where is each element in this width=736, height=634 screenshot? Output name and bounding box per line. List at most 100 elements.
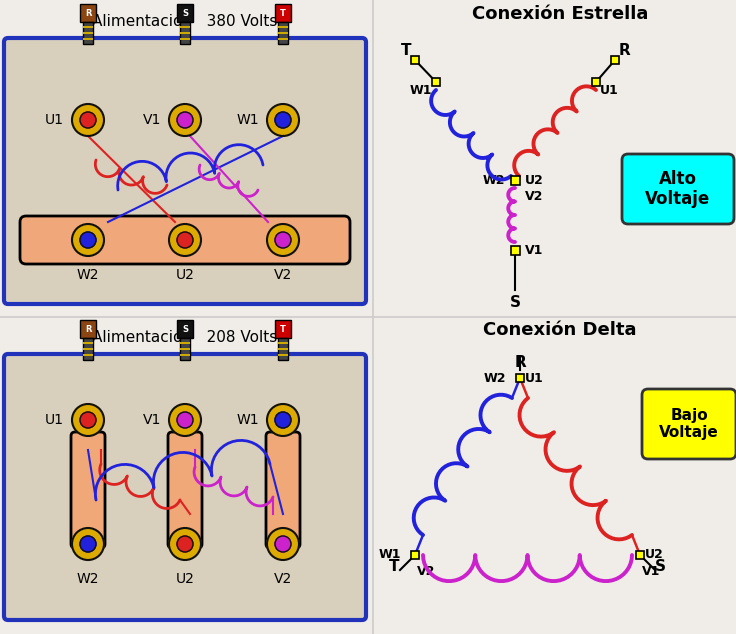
Text: W1: W1 <box>409 84 432 97</box>
Bar <box>177 320 193 338</box>
Bar <box>83 26 93 28</box>
Circle shape <box>80 232 96 248</box>
Bar <box>83 38 93 40</box>
Text: U2: U2 <box>176 268 194 282</box>
Bar <box>180 338 190 360</box>
Bar <box>278 38 288 40</box>
FancyBboxPatch shape <box>4 38 366 304</box>
Text: V2: V2 <box>417 565 436 578</box>
FancyBboxPatch shape <box>622 154 734 224</box>
Text: V1: V1 <box>143 413 161 427</box>
Text: U1: U1 <box>600 84 619 97</box>
Text: V1: V1 <box>143 113 161 127</box>
Circle shape <box>72 404 104 436</box>
Bar <box>83 338 93 360</box>
Circle shape <box>267 104 299 136</box>
FancyBboxPatch shape <box>20 216 350 264</box>
Bar <box>180 38 190 40</box>
Text: U2: U2 <box>525 174 544 186</box>
Text: W1: W1 <box>236 413 259 427</box>
Bar <box>411 56 419 64</box>
Bar <box>80 320 96 338</box>
Text: Conexión Estrella: Conexión Estrella <box>472 5 648 23</box>
FancyBboxPatch shape <box>71 432 105 548</box>
Text: U2: U2 <box>645 548 664 562</box>
Circle shape <box>267 528 299 560</box>
Bar <box>278 338 288 360</box>
Circle shape <box>169 104 201 136</box>
Circle shape <box>169 528 201 560</box>
Text: R: R <box>85 8 91 18</box>
Bar <box>180 22 190 44</box>
Text: R: R <box>514 355 526 370</box>
Text: S: S <box>182 325 188 333</box>
Bar <box>278 342 288 344</box>
Text: Alimentación   208 Volts: Alimentación 208 Volts <box>93 330 277 346</box>
Bar <box>432 78 440 86</box>
Bar <box>411 551 419 559</box>
Circle shape <box>80 536 96 552</box>
Text: W2: W2 <box>77 268 99 282</box>
Circle shape <box>72 224 104 256</box>
Bar <box>511 245 520 254</box>
Bar <box>180 26 190 28</box>
Text: V2: V2 <box>274 572 292 586</box>
Circle shape <box>169 224 201 256</box>
Text: T: T <box>389 559 399 574</box>
Circle shape <box>80 112 96 128</box>
Bar <box>83 348 93 350</box>
Text: Alimentación   380 Volts: Alimentación 380 Volts <box>92 15 277 30</box>
Bar <box>180 354 190 356</box>
Text: Conexión Delta: Conexión Delta <box>484 321 637 339</box>
Circle shape <box>177 232 193 248</box>
Circle shape <box>267 224 299 256</box>
Text: W2: W2 <box>483 174 505 186</box>
Text: S: S <box>182 8 188 18</box>
Bar <box>83 342 93 344</box>
Text: T: T <box>280 325 286 333</box>
Text: Alto
Voltaje: Alto Voltaje <box>645 170 711 209</box>
Text: Bajo
Voltaje: Bajo Voltaje <box>659 408 719 440</box>
Circle shape <box>275 232 291 248</box>
Text: V1: V1 <box>642 565 660 578</box>
Circle shape <box>72 528 104 560</box>
Circle shape <box>275 536 291 552</box>
Circle shape <box>267 404 299 436</box>
Bar <box>516 374 524 382</box>
Bar <box>278 22 288 44</box>
Bar <box>83 354 93 356</box>
Bar <box>611 56 619 64</box>
Circle shape <box>72 104 104 136</box>
Bar <box>180 32 190 34</box>
Circle shape <box>275 412 291 428</box>
Text: W2: W2 <box>484 372 506 384</box>
Text: U1: U1 <box>45 413 64 427</box>
Text: W1: W1 <box>378 548 401 562</box>
Text: W2: W2 <box>77 572 99 586</box>
Bar <box>592 78 600 86</box>
Text: S: S <box>655 559 666 574</box>
Bar <box>180 348 190 350</box>
Text: V1: V1 <box>525 243 543 257</box>
Bar <box>636 551 644 559</box>
FancyBboxPatch shape <box>266 432 300 548</box>
FancyBboxPatch shape <box>642 389 736 459</box>
Bar <box>180 342 190 344</box>
Bar <box>83 32 93 34</box>
Circle shape <box>177 112 193 128</box>
Bar <box>278 32 288 34</box>
FancyBboxPatch shape <box>4 354 366 620</box>
Text: U1: U1 <box>525 372 544 384</box>
Bar <box>80 4 96 22</box>
Bar <box>278 348 288 350</box>
Bar <box>278 354 288 356</box>
Circle shape <box>80 412 96 428</box>
Bar <box>278 26 288 28</box>
Bar <box>83 22 93 44</box>
Bar <box>177 4 193 22</box>
Text: R: R <box>85 325 91 333</box>
Text: W1: W1 <box>236 113 259 127</box>
Circle shape <box>177 412 193 428</box>
Text: V2: V2 <box>274 268 292 282</box>
Text: U2: U2 <box>176 572 194 586</box>
